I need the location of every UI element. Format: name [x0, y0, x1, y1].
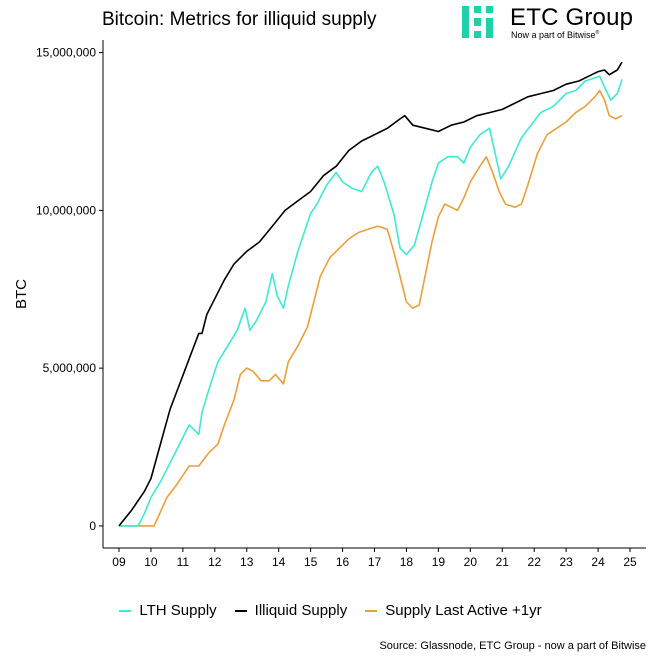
x-tick-label: 18: [400, 555, 414, 569]
y-tick-label: 10,000,000: [36, 203, 96, 217]
x-tick-label: 24: [591, 555, 605, 569]
x-tick-label: 14: [272, 555, 286, 569]
y-axis-title: BTC: [13, 279, 30, 309]
legend-swatch-last-active: [365, 609, 378, 612]
x-tick-label: 12: [208, 555, 222, 569]
legend-item-supply-last-active: Supply Last Active +1yr: [365, 602, 542, 619]
y-tick-label: 15,000,000: [36, 46, 96, 60]
x-tick-label: 15: [304, 555, 318, 569]
x-tick-label: 13: [240, 555, 254, 569]
x-tick-label: 22: [528, 555, 542, 569]
logo-tagline: Now a part of Bitwise®: [511, 30, 600, 40]
legend-label-illiquid: Illiquid Supply: [254, 602, 348, 619]
legend-item-lth-supply: LTH Supply: [119, 602, 217, 619]
legend-label-last-active: Supply Last Active +1yr: [385, 602, 542, 619]
x-tick-label: 19: [432, 555, 446, 569]
chart-axes: 0 5,000,000 10,000,000 15,000,000 09 10 11 12 13…: [13, 40, 646, 569]
chart-legend: LTH Supply Illiquid Supply Supply Last A…: [0, 602, 661, 619]
legend-swatch-lth: [119, 609, 132, 612]
y-tick-label: 5,000,000: [43, 361, 97, 375]
logo-mark-icon: [462, 6, 494, 38]
legend-swatch-illiquid: [234, 609, 247, 612]
x-tick-label: 20: [464, 555, 478, 569]
x-tick-label: 21: [496, 555, 510, 569]
x-tick-label: 11: [177, 555, 190, 569]
logo-wordmark: ETC Group: [510, 4, 634, 31]
x-tick-label: 23: [559, 555, 573, 569]
x-tick-label: 25: [623, 555, 637, 569]
series-line-illiquid-supply: [118, 61, 623, 527]
series-line-lth-supply: [119, 75, 623, 527]
series-line-supply-last-active: [119, 89, 623, 527]
chart-series: [118, 61, 623, 527]
y-tick-label: 0: [89, 519, 96, 533]
legend-label-lth: LTH Supply: [139, 602, 217, 619]
source-note: Source: Glassnode, ETC Group - now a par…: [379, 640, 646, 652]
x-tick-label: 10: [144, 555, 158, 569]
x-tick-label: 09: [112, 555, 126, 569]
chart-title: Bitcoin: Metrics for illiquid supply: [102, 9, 377, 30]
x-tick-label: 17: [368, 555, 382, 569]
etc-group-logo: ETC Group Now a part of Bitwise®: [462, 4, 652, 42]
x-tick-label: 16: [336, 555, 350, 569]
legend-item-illiquid-supply: Illiquid Supply: [234, 602, 348, 619]
